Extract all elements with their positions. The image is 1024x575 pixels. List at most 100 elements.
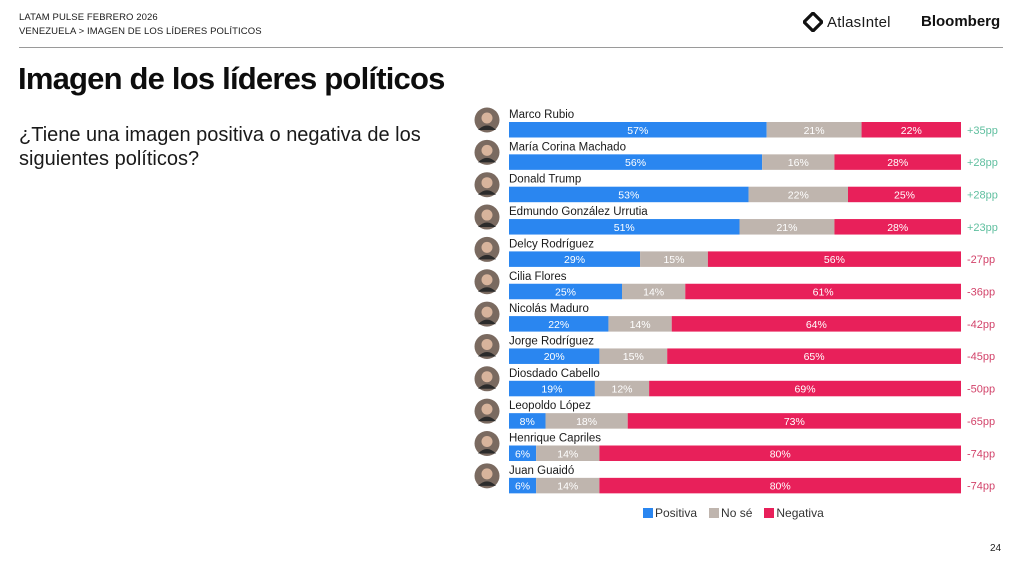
legend-label-negative: Negativa [776, 506, 824, 520]
bar-unknown [640, 251, 708, 267]
bar-negative [834, 219, 961, 235]
data-label-positive: 56% [625, 157, 646, 169]
net-score-label: -74pp [967, 448, 995, 460]
avatar-face-icon [481, 436, 493, 447]
chart-row: Donald Trump 53% 22% 25% +28pp [474, 172, 998, 203]
bar-unknown [608, 316, 672, 332]
bar-unknown [594, 380, 650, 397]
category-label: Donald Trump [509, 174, 581, 186]
net-score-label: -50pp [967, 384, 995, 396]
data-label-unknown: 16% [788, 157, 809, 169]
chart-row: Nicolás Maduro 22% 14% 64% -42pp [474, 301, 995, 332]
chart-row: Marco Rubio 57% 21% 22% +35pp [474, 107, 998, 138]
legend-swatch-unknown [709, 508, 720, 518]
avatar-body-icon [478, 416, 496, 422]
data-label-unknown: 14% [630, 319, 651, 331]
chart-row: Juan Guaidó 6% 14% 80% -74pp [474, 463, 995, 494]
avatar-body-icon [478, 449, 496, 454]
category-label: Juan Guaidó [509, 465, 574, 477]
avatar-face-icon [481, 144, 493, 156]
legend-label-unknown: No sé [721, 506, 753, 520]
bar-unknown [748, 186, 848, 203]
bar-positive [509, 477, 537, 494]
net-score-label: -27pp [967, 254, 995, 266]
data-label-positive: 19% [541, 384, 562, 396]
bar-negative [685, 283, 961, 300]
avatar-body-icon [478, 351, 496, 357]
chart-row: Henrique Capriles 6% 14% 80% -74pp [474, 431, 995, 461]
chart-row: Diosdado Cabello 19% 12% 69% -50pp [474, 366, 995, 397]
net-score-label: +23pp [967, 222, 998, 234]
data-label-positive: 6% [515, 481, 530, 493]
category-label: Diosdado Cabello [509, 368, 600, 380]
data-label-negative: 65% [804, 351, 825, 363]
legend-swatch-negative [764, 508, 775, 518]
bar-negative [671, 316, 961, 332]
chart-row: Jorge Rodríguez 20% 15% 65% -45pp [474, 333, 995, 364]
chart-row: Leopoldo López 8% 18% 73% -65pp [474, 398, 995, 429]
page-number: 24 [990, 543, 1002, 554]
bloomberg-logo: Bloomberg [921, 13, 1001, 30]
avatar-body-icon [478, 287, 496, 292]
bar-positive [509, 154, 763, 170]
data-label-positive: 53% [618, 189, 639, 201]
net-score-label: -36pp [967, 287, 995, 299]
data-label-negative: 69% [795, 384, 816, 396]
net-score-label: +28pp [967, 157, 998, 169]
data-label-unknown: 14% [557, 481, 578, 493]
net-score-label: +35pp [967, 125, 998, 137]
bar-unknown [739, 219, 835, 235]
bar-positive [509, 316, 609, 332]
bar-negative [848, 186, 961, 203]
atlasintel-logo: AtlasIntel [803, 12, 891, 32]
bar-positive [509, 348, 600, 364]
data-label-unknown: 15% [623, 351, 644, 363]
data-label-positive: 20% [544, 351, 565, 363]
data-label-positive: 57% [627, 125, 648, 137]
bar-unknown [762, 154, 835, 170]
category-label: Marco Rubio [509, 109, 574, 121]
atlasintel-diamond-icon [803, 12, 823, 32]
bar-unknown [536, 445, 600, 461]
bar-unknown [599, 348, 668, 364]
bar-negative [707, 251, 961, 267]
data-label-negative: 80% [770, 448, 791, 460]
data-label-negative: 25% [894, 189, 915, 201]
data-label-positive: 51% [614, 222, 635, 234]
avatar-face-icon [481, 371, 493, 383]
bar-unknown [766, 122, 862, 138]
atlasintel-wordmark: AtlasIntel [827, 13, 891, 31]
header-line1: LATAM PULSE FEBRERO 2026 [19, 12, 158, 23]
data-label-unknown: 21% [804, 125, 825, 137]
bar-unknown [622, 283, 686, 300]
avatar-face-icon [481, 112, 493, 124]
data-label-negative: 64% [806, 319, 827, 331]
data-label-unknown: 18% [576, 416, 597, 428]
net-score-label: -42pp [967, 319, 995, 331]
bar-positive [509, 413, 546, 429]
bar-negative [599, 477, 961, 494]
data-label-positive: 25% [555, 287, 576, 299]
data-label-negative: 28% [887, 222, 908, 234]
category-label: Edmundo González Urrutia [509, 206, 648, 218]
category-label: Cilia Flores [509, 271, 567, 283]
net-score-label: -45pp [967, 351, 995, 363]
avatar-body-icon [478, 319, 496, 325]
avatar-body-icon [478, 384, 496, 389]
data-label-positive: 6% [515, 448, 530, 460]
avatar-face-icon [481, 209, 493, 221]
data-label-unknown: 14% [557, 448, 578, 460]
data-label-negative: 80% [770, 481, 791, 493]
avatar-face-icon [481, 241, 493, 253]
bar-positive [509, 380, 595, 397]
category-label: Nicolás Maduro [509, 303, 589, 315]
legend-swatch-positive [643, 508, 653, 518]
net-score-label: -65pp [967, 416, 995, 428]
data-label-unknown: 14% [643, 287, 664, 299]
net-score-label: +28pp [967, 189, 998, 201]
data-label-unknown: 21% [776, 222, 797, 234]
data-label-negative: 73% [784, 416, 805, 428]
data-label-unknown: 22% [788, 189, 809, 201]
bar-negative [627, 413, 961, 429]
category-label: Henrique Capriles [509, 433, 601, 445]
